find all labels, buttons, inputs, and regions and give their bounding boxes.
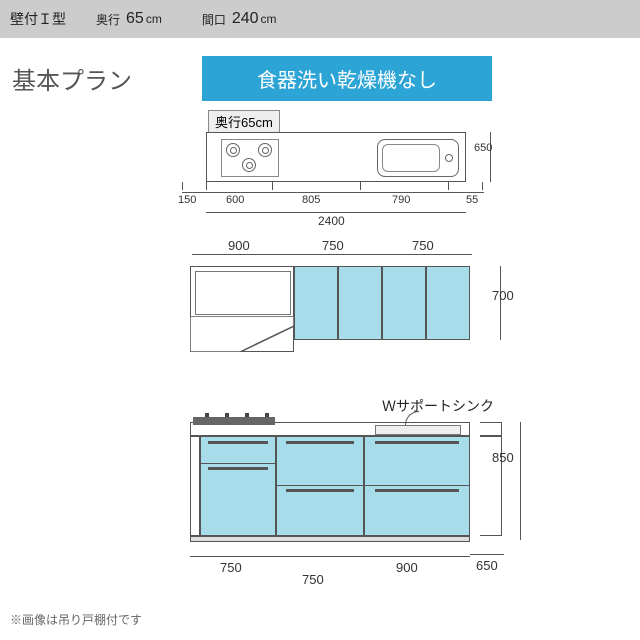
- depth-value: 65: [126, 10, 144, 28]
- filler-panel: [190, 436, 200, 536]
- drawer-handle-icon: [286, 489, 355, 492]
- hood-slope-icon: [190, 316, 294, 352]
- dim-line: [500, 266, 501, 340]
- base-cabinet: [276, 436, 364, 536]
- w-support-label: Ｗサポートシンク: [382, 396, 494, 416]
- dim-line: [470, 554, 504, 555]
- dim-line: [520, 422, 521, 540]
- dim-tick: [448, 182, 449, 190]
- plan-title: 基本プラン: [12, 61, 202, 96]
- dim-tick: [360, 182, 361, 190]
- dim-750: 750: [322, 238, 344, 253]
- base-cabinet: [200, 436, 276, 536]
- dim-base-750: 750: [220, 560, 242, 575]
- drawer-handle-icon: [375, 489, 458, 492]
- base-cabinet: [364, 436, 470, 536]
- worktop: [190, 422, 470, 436]
- drawer-handle-icon: [286, 441, 355, 444]
- dim-tick: [182, 182, 183, 190]
- width-value: 240: [232, 10, 259, 28]
- faucet-top-icon: [445, 154, 453, 162]
- drawer-handle-icon: [208, 441, 267, 444]
- dim-850: 850: [492, 450, 514, 465]
- drawer-line: [365, 485, 469, 486]
- dim-805: 805: [302, 194, 320, 206]
- dim-150: 150: [178, 194, 196, 206]
- dim-tick: [206, 182, 207, 190]
- depth-label: 奥行: [96, 11, 120, 28]
- stove-top-icon: [193, 417, 275, 425]
- wall-cabinet: [294, 266, 338, 340]
- dim-line: [192, 254, 472, 255]
- header-bar: 壁付Ｉ型 奥行 65 cm 間口 240 cm: [0, 0, 640, 38]
- footnote: ※画像は吊り戸棚付です: [10, 611, 142, 628]
- drawer-handle-icon: [375, 441, 458, 444]
- cooktop-icon: [221, 139, 279, 177]
- depth-tag: 奥行65cm: [208, 110, 280, 133]
- grate-icon: [265, 413, 269, 417]
- sink-basin-icon: [382, 144, 440, 172]
- dim-depth-650: 650: [474, 142, 492, 154]
- width-unit: cm: [261, 12, 277, 26]
- wall-cabinet: [426, 266, 470, 340]
- dim-750-2: 750: [412, 238, 434, 253]
- dim-tick: [272, 182, 273, 190]
- grate-icon: [205, 413, 209, 417]
- dim-line: [182, 192, 484, 193]
- dim-900: 900: [228, 238, 250, 253]
- grate-icon: [225, 413, 229, 417]
- faucet-icon: [405, 411, 421, 425]
- sink-opening-icon: [375, 425, 461, 435]
- wall-cabinet: [382, 266, 426, 340]
- dim-700: 700: [492, 288, 514, 303]
- burner-icon: [242, 158, 256, 172]
- dim-2400: 2400: [318, 214, 345, 228]
- top-plan-outline: [206, 132, 466, 182]
- depth-side-panel: [480, 422, 502, 542]
- depth-unit: cm: [146, 12, 162, 26]
- wall-cabinet: [338, 266, 382, 340]
- dim-line: [206, 212, 466, 213]
- burner-icon: [258, 143, 272, 157]
- drawer-line: [201, 463, 275, 464]
- grate-icon: [245, 413, 249, 417]
- sink-top-icon: [377, 139, 459, 177]
- dim-line: [190, 556, 470, 557]
- dim-base-750-2: 750: [302, 572, 324, 587]
- type-label: 壁付Ｉ型: [10, 9, 66, 29]
- plinth: [190, 536, 470, 542]
- dim-55: 55: [466, 194, 478, 206]
- dim-600: 600: [226, 194, 244, 206]
- drawer-line: [277, 485, 363, 486]
- base-elevation: [190, 422, 470, 540]
- width-label: 間口: [202, 11, 226, 28]
- dim-base-900: 900: [396, 560, 418, 575]
- title-bar: 基本プラン 食器洗い乾燥機なし: [0, 56, 640, 101]
- hood-panel-icon: [195, 271, 291, 315]
- dim-tick: [482, 182, 483, 190]
- burner-icon: [226, 143, 240, 157]
- dim-line: [490, 132, 491, 182]
- upper-elevation: [190, 266, 470, 352]
- drawer-handle-icon: [208, 467, 267, 470]
- dim-650-base: 650: [476, 558, 498, 573]
- dim-790: 790: [392, 194, 410, 206]
- option-badge: 食器洗い乾燥機なし: [202, 56, 492, 101]
